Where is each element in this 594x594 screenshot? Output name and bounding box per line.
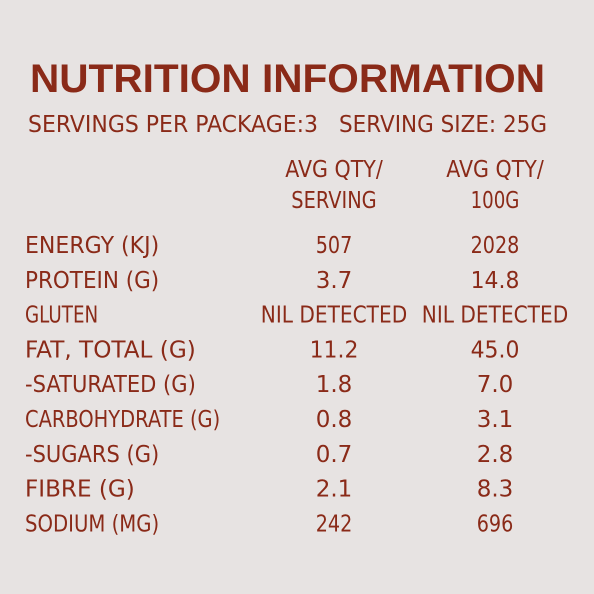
row-label: SODIUM (MG) [25,511,159,537]
row-label: CARBOHYDRATE (G) [25,407,220,433]
cell-value: NIL DETECTED [261,303,407,329]
column-header: 100G [471,188,520,214]
column-header: SERVING [291,188,376,214]
row-label: FIBRE (G) [25,477,135,503]
cell-value: 696 [477,511,514,537]
column-header: AVG QTY/ [285,157,383,183]
column-header: AVG QTY/ [446,157,544,183]
cell-value: 0.7 [316,442,353,468]
cell-value: 45.0 [471,337,520,363]
cell-value: 242 [316,511,353,537]
cell-value: 0.8 [316,407,353,433]
serving-size: SERVING SIZE: 25G [339,112,547,138]
cell-value: 8.3 [477,477,514,503]
servings-per-package: SERVINGS PER PACKAGE:3 [28,112,318,138]
cell-value: 7.0 [477,372,514,398]
row-label: -SUGARS (G) [25,442,159,468]
title: NUTRITION INFORMATION [30,57,545,101]
cell-value: 2.8 [477,442,514,468]
cell-value: 14.8 [471,268,520,294]
row-label: GLUTEN [25,303,98,329]
cell-value: 2028 [471,233,520,259]
row-label: FAT, TOTAL (G) [25,337,196,363]
row-label: PROTEIN (G) [25,268,159,294]
cell-value: 1.8 [316,372,353,398]
cell-value: 3.7 [316,268,353,294]
cell-value: 2.1 [316,477,353,503]
cell-value: NIL DETECTED [422,303,568,329]
row-label: ENERGY (KJ) [25,233,159,259]
cell-value: 3.1 [477,407,514,433]
cell-value: 11.2 [310,337,359,363]
row-label: -SATURATED (G) [25,372,196,398]
cell-value: 507 [316,233,353,259]
